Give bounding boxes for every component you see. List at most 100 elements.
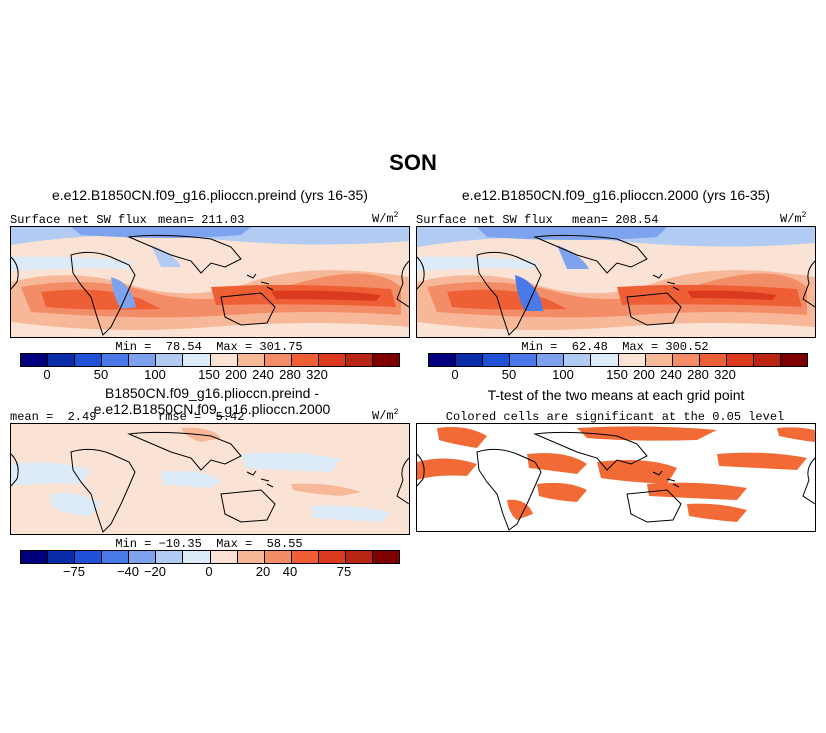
colorbar-swatch — [102, 551, 130, 563]
colorbar-tick-label: 100 — [552, 367, 574, 382]
panel3-negative-anomaly — [11, 452, 391, 522]
panel4-coastlines — [417, 431, 815, 531]
colorbar-tick-label: 0 — [451, 367, 459, 382]
colorbar-swatch — [537, 354, 565, 366]
colorbar-swatch — [156, 354, 184, 366]
colorbar-swatch — [564, 354, 592, 366]
colorbar-swatch — [129, 354, 157, 366]
panel2-high-flux-band — [417, 270, 815, 331]
panel1-high-flux-band — [11, 270, 409, 331]
panel2-colorbar-ticks: 0 50 100 150 200 240 280 320 — [428, 367, 806, 383]
panel3-minmax: Min = −10.35 Max = 58.55 — [115, 537, 303, 551]
colorbar-swatch — [183, 354, 211, 366]
panel3-colorbar — [20, 550, 400, 564]
main-title: SON — [389, 150, 437, 175]
panel1-low-flux-band — [11, 227, 409, 309]
panel3-title: B1850CN.f09_g16.plioccn.preind - e.e12.B… — [93, 385, 331, 417]
colorbar-tick-label: 150 — [198, 367, 220, 382]
panel1-colorbar — [20, 353, 400, 367]
panel2-colorbar — [428, 353, 808, 367]
panel2-variable: Surface net SW flux — [416, 213, 553, 227]
colorbar-tick-label: 40 — [282, 564, 298, 579]
colorbar-swatch — [373, 354, 400, 366]
colorbar-swatch — [156, 551, 184, 563]
panel1-mean: mean= 211.03 — [158, 213, 245, 227]
panel1-minmax: Min = 78.54 Max = 301.75 — [115, 340, 303, 354]
panel2-mean: mean= 208.54 — [572, 213, 659, 227]
colorbar-swatch — [237, 551, 265, 563]
colorbar-swatch — [291, 551, 319, 563]
panel2-map — [416, 226, 816, 338]
colorbar-swatch — [672, 354, 700, 366]
panel2-title: e.e12.B1850CN.f09_g16.plioccn.2000 (yrs … — [461, 187, 771, 203]
colorbar-swatch — [210, 354, 238, 366]
panel1-variable: Surface net SW flux — [10, 213, 147, 227]
colorbar-swatch — [318, 551, 346, 563]
colorbar-tick-label: 280 — [687, 367, 709, 382]
colorbar-swatch — [183, 551, 211, 563]
colorbar-swatch — [345, 551, 374, 563]
panel2-units: W/m2 — [780, 211, 807, 226]
colorbar-swatch — [129, 551, 157, 563]
colorbar-tick-label: 150 — [606, 367, 628, 382]
panel2-minmax: Min = 62.48 Max = 300.52 — [521, 340, 709, 354]
panel1-title: e.e12.B1850CN.f09_g16.plioccn.preind (yr… — [52, 187, 368, 203]
colorbar-tick-label: 200 — [633, 367, 655, 382]
colorbar-tick-label: 100 — [144, 367, 166, 382]
panel4-significant-cells — [417, 426, 815, 522]
panel1-coastlines — [11, 234, 409, 336]
colorbar-swatch — [618, 354, 646, 366]
panel3-coastlines — [11, 431, 409, 533]
colorbar-swatch — [781, 354, 808, 366]
panel3-rmse: rmse = 5.42 — [158, 410, 245, 424]
colorbar-tick-label: 0 — [205, 564, 213, 579]
colorbar-swatch — [645, 354, 673, 366]
panel1-units: W/m2 — [372, 211, 399, 226]
colorbar-swatch — [264, 354, 292, 366]
colorbar-swatch — [510, 354, 538, 366]
colorbar-tick-label: 320 — [306, 367, 328, 382]
panel3-units: W/m2 — [372, 408, 399, 423]
colorbar-swatch — [75, 354, 103, 366]
colorbar-tick-label: 0 — [43, 367, 51, 382]
colorbar-swatch — [264, 551, 292, 563]
panel3-map — [10, 423, 410, 535]
panel3-mean: mean = 2.49 — [10, 410, 97, 424]
colorbar-swatch — [429, 354, 457, 366]
panel2-coastlines — [417, 234, 815, 336]
colorbar-swatch — [456, 354, 484, 366]
colorbar-swatch — [591, 354, 619, 366]
colorbar-swatch — [726, 354, 754, 366]
colorbar-swatch — [48, 551, 76, 563]
colorbar-swatch — [102, 354, 130, 366]
colorbar-tick-label: −20 — [143, 564, 167, 579]
colorbar-swatch — [753, 354, 782, 366]
colorbar-swatch — [75, 551, 103, 563]
colorbar-tick-label: 320 — [714, 367, 736, 382]
colorbar-swatch — [21, 354, 49, 366]
colorbar-tick-label: 50 — [501, 367, 517, 382]
colorbar-tick-label: −75 — [62, 564, 86, 579]
colorbar-tick-label: 240 — [252, 367, 274, 382]
panel4-subtitle: Colored cells are significant at the 0.0… — [445, 410, 785, 424]
panel3-colorbar-ticks: −75 −40 −20 0 20 40 75 — [20, 564, 398, 580]
colorbar-tick-label: 75 — [336, 564, 352, 579]
colorbar-swatch — [318, 354, 346, 366]
panel1-colorbar-ticks: 0 50 100 150 200 240 280 320 — [20, 367, 398, 383]
colorbar-swatch — [373, 551, 400, 563]
colorbar-swatch — [483, 354, 511, 366]
colorbar-tick-label: 20 — [255, 564, 271, 579]
colorbar-tick-label: 50 — [93, 367, 109, 382]
colorbar-swatch — [21, 551, 49, 563]
colorbar-swatch — [291, 354, 319, 366]
colorbar-swatch — [237, 354, 265, 366]
colorbar-tick-label: 240 — [660, 367, 682, 382]
panel2-low-flux-band — [417, 227, 815, 311]
panel4-map — [416, 423, 816, 532]
colorbar-tick-label: 280 — [279, 367, 301, 382]
colorbar-swatch — [345, 354, 374, 366]
colorbar-swatch — [210, 551, 238, 563]
colorbar-tick-label: 200 — [225, 367, 247, 382]
panel4-title: T-test of the two means at each grid poi… — [487, 387, 745, 403]
colorbar-swatch — [48, 354, 76, 366]
